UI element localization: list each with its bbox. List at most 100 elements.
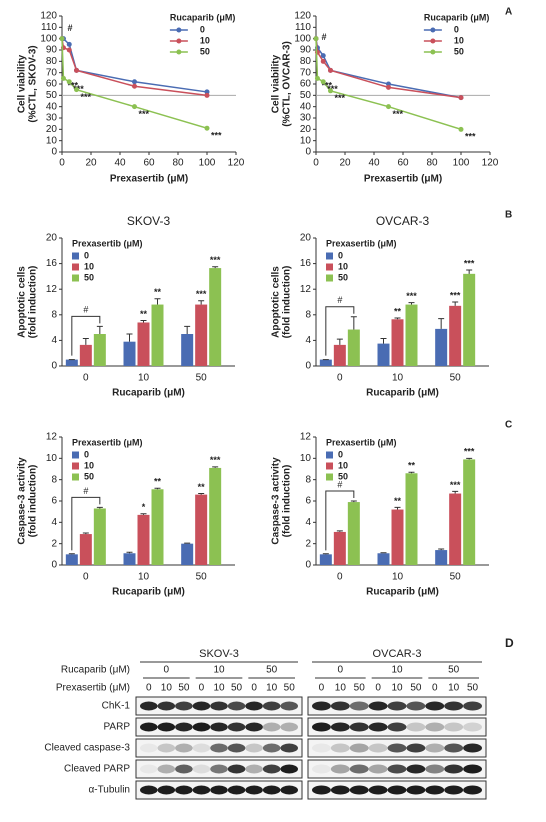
protein-label: α-Tubulin <box>88 785 130 796</box>
legend-marker <box>430 27 436 33</box>
y-tick-label: 50 <box>46 90 58 101</box>
y-tick-label: 100 <box>294 33 311 44</box>
bar <box>151 304 164 366</box>
prexasertib-label: 0 <box>432 683 438 694</box>
blot-band <box>387 722 407 732</box>
blot-band <box>227 701 246 711</box>
error-bar <box>96 506 103 509</box>
y-tick-label: 12 <box>300 284 312 295</box>
x-tick-label: 80 <box>172 158 184 169</box>
blot-band <box>349 722 369 732</box>
prexasertib-label: 10 <box>266 683 278 694</box>
legend-label: 50 <box>84 471 94 481</box>
error-bar <box>438 548 445 551</box>
blot-band <box>175 785 193 795</box>
annotation: ** <box>154 287 162 297</box>
x-tick-label: 50 <box>196 572 208 583</box>
chart-title: OVCAR-3 <box>376 214 430 228</box>
blot-band <box>349 764 369 774</box>
bar <box>319 554 332 565</box>
bar <box>377 343 390 366</box>
y-tick-label: 12 <box>300 432 312 443</box>
prexasertib-label: 50 <box>467 683 479 694</box>
legend-swatch <box>72 274 79 282</box>
rucaparib-label: 0 <box>338 665 344 676</box>
bar <box>181 334 194 366</box>
error-bar <box>466 457 473 460</box>
legend-swatch <box>72 252 79 260</box>
chart-title: SKOV-3 <box>127 214 171 228</box>
blot-band <box>192 722 211 732</box>
x-tick-label: 20 <box>85 158 97 169</box>
prexasertib-label: 10 <box>391 683 403 694</box>
y-tick-label: 0 <box>51 560 57 571</box>
y-tick-label: 20 <box>46 124 58 135</box>
error-bar <box>452 301 459 306</box>
annotation: # <box>337 295 342 305</box>
blot-band <box>444 764 464 774</box>
bar <box>65 359 78 366</box>
point <box>313 36 319 42</box>
x-tick-label: 0 <box>83 572 89 583</box>
bar <box>319 359 332 366</box>
error-bar <box>82 337 89 345</box>
legend-label: 0 <box>454 24 459 34</box>
annotation: ** <box>140 309 148 319</box>
error-bar <box>408 302 415 305</box>
error-bar <box>68 553 75 555</box>
legend-label: 10 <box>84 261 94 271</box>
blot-band <box>312 722 331 732</box>
blot-band <box>192 785 211 795</box>
blot-band <box>368 701 388 711</box>
y-tick-label: 120 <box>40 11 57 22</box>
legend-label: 0 <box>84 250 89 260</box>
x-tick-label: 60 <box>397 158 409 169</box>
error-bar <box>394 506 401 510</box>
x-tick-label: 120 <box>482 158 499 169</box>
y-tick-label: 70 <box>46 67 58 78</box>
x-tick-label: 10 <box>138 572 150 583</box>
x-tick-label: 120 <box>228 158 245 169</box>
legend-label: 0 <box>200 24 205 34</box>
blot-band <box>245 785 263 795</box>
x-axis-label: Prexasertib (μM) <box>364 174 442 185</box>
bar <box>463 273 476 366</box>
bar <box>93 508 106 565</box>
error-bar <box>466 269 473 274</box>
y-tick-label: 120 <box>294 11 311 22</box>
x-tick-label: 0 <box>313 158 319 169</box>
row-label: Rucaparib (μM) <box>61 665 130 676</box>
legend-marker <box>430 49 436 55</box>
bar <box>123 553 136 565</box>
legend-label: 50 <box>454 46 464 56</box>
bar <box>79 534 92 565</box>
y-tick-label: 2 <box>51 538 57 549</box>
error-bar <box>198 493 205 495</box>
blot-band <box>192 764 211 774</box>
y-tick-label: 6 <box>51 496 57 507</box>
x-axis-label: Rucaparib (μM) <box>112 587 185 598</box>
point <box>132 79 137 85</box>
significance-bracket <box>71 496 101 551</box>
cell-line-title: OVCAR-3 <box>373 648 422 660</box>
blot-band <box>444 743 464 753</box>
bar <box>405 304 418 366</box>
blot-band <box>140 701 158 711</box>
prexasertib-label: 0 <box>199 683 205 694</box>
bar <box>181 543 194 565</box>
annotation: ** <box>394 306 402 316</box>
blot-band <box>406 764 426 774</box>
error-bar <box>350 500 357 503</box>
point <box>204 125 210 131</box>
annotation: *** <box>210 255 221 265</box>
error-bar <box>198 300 205 305</box>
bar <box>209 467 222 565</box>
x-axis-label: Rucaparib (μM) <box>366 388 439 399</box>
annotation: *** <box>210 455 221 465</box>
blot-band <box>262 722 281 732</box>
legend-label: 50 <box>200 46 210 56</box>
point <box>328 88 333 94</box>
annotation: *** <box>67 81 78 91</box>
annotation: ** <box>394 496 402 506</box>
